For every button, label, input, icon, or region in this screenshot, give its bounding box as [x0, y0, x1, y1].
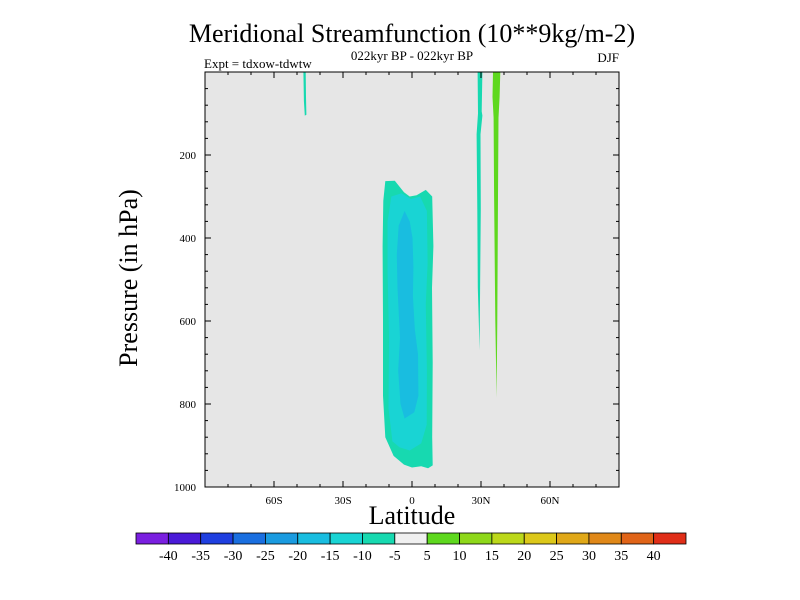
colorbar-label: 10: [453, 549, 467, 564]
colorbar-label: 35: [614, 549, 628, 564]
colorbar-swatch: [620, 532, 655, 545]
colorbar-swatch: [362, 532, 396, 545]
plot-area: 60S 30S 0 30N 60N 200 400 600 800 1000: [174, 71, 620, 507]
y-tick-label: 400: [180, 233, 197, 245]
colorbar-label: 15: [485, 549, 499, 564]
colorbar-swatch: [653, 532, 687, 545]
x-tick-label: 30N: [472, 495, 491, 507]
colorbar-label: 40: [647, 549, 661, 564]
colorbar-label: -25: [256, 549, 275, 564]
subtitle-center: 022kyr BP - 022kyr BP: [351, 48, 473, 63]
colorbar-swatch: [459, 532, 493, 545]
contour-layer: [303, 72, 501, 469]
colorbar: -40 -35 -30 -25 -20 -15 -10 -5 5 10 15 20 25 30 35 40: [135, 532, 687, 564]
subtitle-right: DJF: [597, 50, 619, 65]
colorbar-swatch: [297, 532, 331, 545]
colorbar-label: -40: [159, 549, 178, 564]
colorbar-swatch: [491, 532, 525, 545]
colorbar-swatch: [426, 532, 460, 545]
colorbar-label: -35: [191, 549, 210, 564]
x-tick-label: 60N: [541, 495, 560, 507]
colorbar-label: -20: [288, 549, 307, 564]
colorbar-swatch: [265, 532, 299, 545]
y-tick-label: 600: [180, 316, 197, 328]
x-tick-label: 0: [409, 495, 415, 507]
colorbar-label: -15: [321, 549, 340, 564]
x-tick-label: 60S: [265, 495, 282, 507]
y-ticks: 200 400 600 800 1000: [174, 71, 619, 494]
y-tick-label: 1000: [174, 482, 197, 494]
colorbar-swatch: [167, 532, 202, 545]
colorbar-swatch: [329, 532, 363, 545]
x-tick-label: 30S: [334, 495, 351, 507]
colorbar-swatch: [232, 532, 266, 545]
colorbar-label: -10: [353, 549, 372, 564]
colorbar-swatch: [200, 532, 234, 545]
x-ticks: 60S 30S 0 30N 60N: [204, 72, 620, 507]
x-axis-label: Latitude: [369, 501, 456, 530]
colorbar-label: 25: [550, 549, 564, 564]
colorbar-label: -30: [224, 549, 243, 564]
y-axis-label: Pressure (in hPa): [114, 189, 143, 367]
contour-cell-inner: [396, 211, 419, 419]
contour-south-band: [303, 72, 307, 116]
colorbar-swatch: [523, 532, 557, 545]
y-tick-label: 200: [180, 150, 197, 162]
chart-title: Meridional Streamfunction (10**9kg/m-2): [189, 19, 635, 48]
colorbar-swatch: [394, 532, 428, 545]
colorbar-swatch: [556, 532, 590, 545]
colorbar-swatch: [135, 532, 169, 545]
contour-north-positive-band: [492, 72, 501, 398]
colorbar-swatch: [588, 532, 622, 545]
colorbar-label: -5: [389, 549, 401, 564]
y-tick-label: 800: [180, 399, 197, 411]
colorbar-label: 30: [582, 549, 596, 564]
subtitle-left: Expt = tdxow-tdwtw: [204, 56, 312, 71]
colorbar-label: 20: [517, 549, 531, 564]
contour-north-negative-band: [476, 72, 483, 351]
colorbar-label: 5: [424, 549, 431, 564]
